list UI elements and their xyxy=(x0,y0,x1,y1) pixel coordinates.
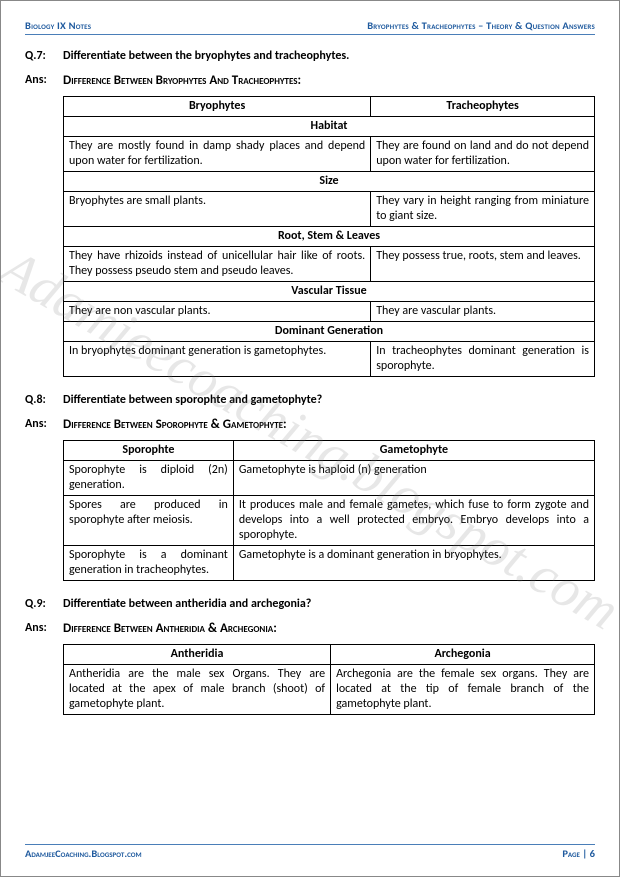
q7-r-3: They are vascular plants. xyxy=(371,302,595,322)
q7-sub-1: Size xyxy=(64,172,595,192)
footer-left: AdamjeeCoaching.Blogspot.com xyxy=(25,847,142,860)
q8-r-2: Gametophyte is a dominant generation in … xyxy=(233,546,594,581)
q7-sub-4: Dominant Generation xyxy=(64,322,595,342)
q7-l-1: Bryophytes are small plants. xyxy=(64,192,371,227)
q7-ans-heading: Difference Between Bryophytes And Trache… xyxy=(63,73,301,88)
page-header: Biology IX Notes Bryophytes & Tracheophy… xyxy=(25,19,595,35)
question-9: Q.9: Differentiate between antheridia an… xyxy=(25,597,595,611)
q9-table: AntheridiaArchegonia Antheridia are the … xyxy=(63,644,595,715)
q7-l-0: They are mostly found in damp shady plac… xyxy=(64,137,371,172)
q7-col2: Tracheophytes xyxy=(371,97,595,117)
q8-l-0: Sporophyte is diploid (2n) generation. xyxy=(64,461,234,496)
page-footer: AdamjeeCoaching.Blogspot.com Page | 6 xyxy=(25,844,595,860)
q9-col1: Antheridia xyxy=(64,645,331,665)
q8-ans-heading: Difference Between Sporophyte & Gametoph… xyxy=(63,417,287,432)
q7-r-1: They vary in height ranging from miniatu… xyxy=(371,192,595,227)
q7-l-2: They have rhizoids instead of unicellula… xyxy=(64,247,371,282)
q7-l-4: In bryophytes dominant generation is gam… xyxy=(64,342,371,377)
answer-8-heading: Ans: Difference Between Sporophyte & Gam… xyxy=(25,417,595,432)
answer-7-heading: Ans: Difference Between Bryophytes And T… xyxy=(25,73,595,88)
q7-text: Differentiate between the bryophytes and… xyxy=(63,49,349,63)
q8-r-0: Gametophyte is haploid (n) generation xyxy=(233,461,594,496)
q7-l-3: They are non vascular plants. xyxy=(64,302,371,322)
q8-col2: Gametophyte xyxy=(233,441,594,461)
q9-r-0: Archegonia are the female sex organs. Th… xyxy=(331,665,595,715)
q7-ans-label: Ans: xyxy=(25,73,63,88)
header-right: Bryophytes & Tracheophytes – Theory & Qu… xyxy=(367,19,595,32)
q9-ans-heading: Difference Between Antheridia & Archegon… xyxy=(63,621,277,636)
q7-sub-3: Vascular Tissue xyxy=(64,282,595,302)
page: Adamjeecoaching.blogspot.com Biology IX … xyxy=(0,0,620,877)
q8-text: Differentiate between sporophte and game… xyxy=(63,393,322,407)
q7-table: BryophytesTracheophytes Habitat They are… xyxy=(63,96,595,377)
question-8: Q.8: Differentiate between sporophte and… xyxy=(25,393,595,407)
q8-l-1: Spores are produced in sporophyte after … xyxy=(64,496,234,546)
q7-sub-2: Root, Stem & Leaves xyxy=(64,227,595,247)
footer-right: Page | 6 xyxy=(562,847,595,860)
q7-r-2: They possess true, roots, stem and leave… xyxy=(371,247,595,282)
answer-9-heading: Ans: Difference Between Antheridia & Arc… xyxy=(25,621,595,636)
q9-num: Q.9: xyxy=(25,597,63,611)
q8-table: SporophteGametophyte Sporophyte is diplo… xyxy=(63,440,595,581)
q9-l-0: Antheridia are the male sex Organs. They… xyxy=(64,665,331,715)
q9-col2: Archegonia xyxy=(331,645,595,665)
q8-r-1: It produces male and female gametes, whi… xyxy=(233,496,594,546)
q9-ans-label: Ans: xyxy=(25,621,63,636)
q7-sub-0: Habitat xyxy=(64,117,595,137)
q9-text: Differentiate between antheridia and arc… xyxy=(63,597,311,611)
header-left: Biology IX Notes xyxy=(25,19,91,32)
q7-r-4: In tracheophytes dominant generation is … xyxy=(371,342,595,377)
q8-l-2: Sporophyte is a dominant generation in t… xyxy=(64,546,234,581)
q7-num: Q.7: xyxy=(25,49,63,63)
q7-col1: Bryophytes xyxy=(64,97,371,117)
question-7: Q.7: Differentiate between the bryophyte… xyxy=(25,49,595,63)
q7-r-0: They are found on land and do not depend… xyxy=(371,137,595,172)
q8-col1: Sporophte xyxy=(64,441,234,461)
q8-ans-label: Ans: xyxy=(25,417,63,432)
q8-num: Q.8: xyxy=(25,393,63,407)
